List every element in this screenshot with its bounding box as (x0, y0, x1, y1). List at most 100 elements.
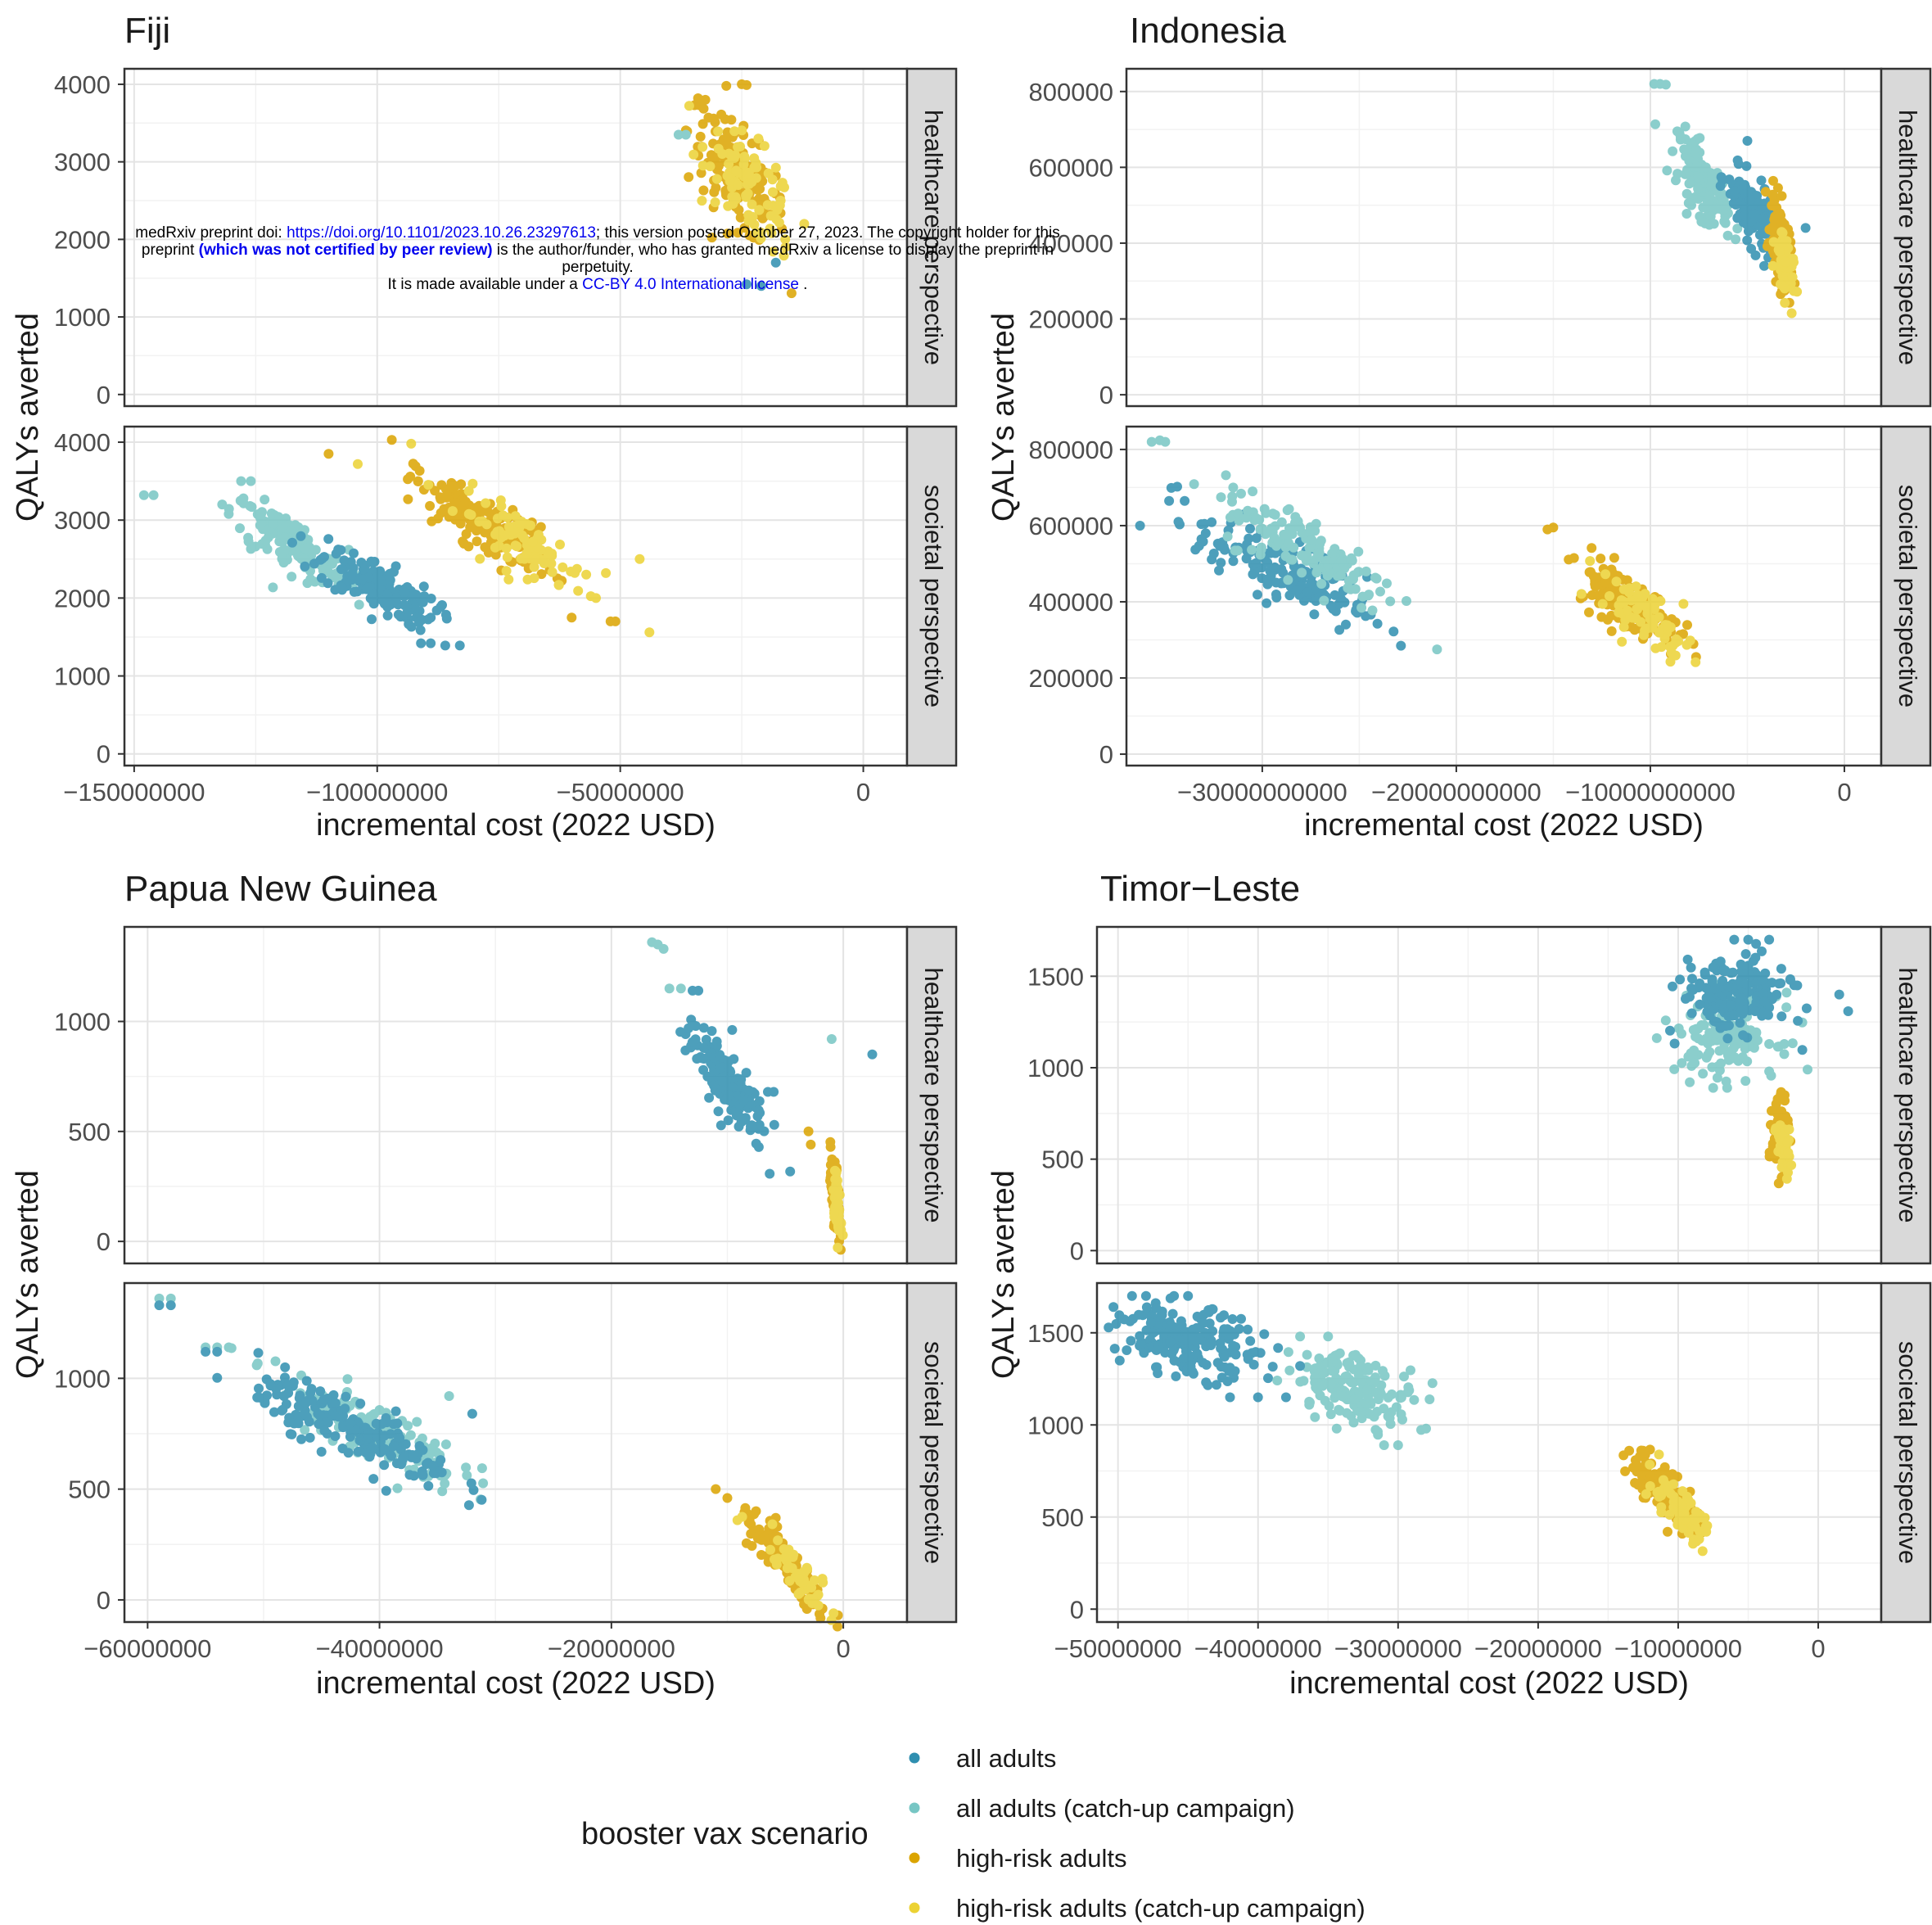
data-point (818, 1577, 828, 1588)
data-point (300, 1408, 310, 1419)
data-point (1647, 622, 1658, 633)
data-point (793, 1574, 804, 1584)
data-point (770, 257, 781, 268)
x-tick-label: −50000000 (1054, 1634, 1182, 1663)
data-point (1670, 650, 1681, 661)
data-point (698, 1023, 709, 1033)
facet-healthcare-perspective: 0 500 1000 healthcare perspective (54, 925, 958, 1265)
data-point (1622, 605, 1632, 616)
data-point (269, 1407, 279, 1417)
facet-strip (905, 925, 958, 1265)
data-point (411, 590, 421, 600)
data-point (1690, 657, 1701, 667)
banner-text: ; this version posted October 27, 2023. … (595, 224, 1060, 242)
data-point (403, 494, 413, 504)
y-tick-label: 800000 (1029, 436, 1113, 464)
data-point (349, 548, 359, 558)
data-point (463, 1500, 474, 1511)
data-point (1217, 1372, 1227, 1383)
data-point (385, 575, 395, 585)
data-point (1648, 595, 1659, 606)
data-point (1771, 1123, 1781, 1133)
data-point (1346, 553, 1356, 563)
facet-societal-perspective: 0 1000 2000 3000 4000 societal perspective (54, 425, 958, 769)
data-point (1295, 1361, 1306, 1371)
data-point (1726, 1000, 1736, 1010)
data-point (440, 609, 451, 620)
data-point (1677, 1058, 1687, 1069)
data-point (1712, 1017, 1722, 1028)
data-point (1729, 186, 1740, 197)
data-point (1782, 244, 1793, 254)
data-point (1370, 1360, 1381, 1371)
data-point (278, 1404, 288, 1415)
data-point (1353, 1370, 1364, 1380)
data-point (1654, 1486, 1664, 1497)
data-point (362, 1430, 372, 1440)
data-point (287, 537, 297, 548)
data-point (1569, 553, 1579, 563)
data-point (1636, 1478, 1646, 1489)
data-point (1403, 1382, 1414, 1393)
data-point (1369, 1412, 1379, 1422)
data-point (1198, 536, 1208, 547)
data-point (1654, 1449, 1664, 1460)
data-point (1432, 644, 1442, 655)
data-point (741, 1068, 752, 1078)
data-point (1600, 577, 1610, 588)
data-point (1308, 558, 1319, 568)
data-point (478, 1478, 489, 1489)
data-point (1316, 579, 1327, 589)
data-point (1251, 533, 1262, 544)
data-point (1803, 1064, 1812, 1075)
data-point (510, 540, 521, 551)
license-link[interactable]: CC-BY 4.0 International license (582, 276, 799, 293)
data-point (1141, 1302, 1152, 1313)
data-point (1127, 1313, 1138, 1324)
data-point (353, 459, 363, 469)
data-point (1687, 1050, 1698, 1060)
data-point (1751, 938, 1762, 949)
legend-key (909, 1902, 920, 1914)
data-point (1801, 1003, 1812, 1014)
data-point (546, 558, 557, 569)
data-point (1189, 479, 1199, 490)
data-point (427, 1461, 438, 1471)
data-point (1396, 1409, 1406, 1420)
x-axis-label: incremental cost (2022 USD) (1289, 1666, 1689, 1701)
data-point (414, 1441, 425, 1451)
data-point (1345, 584, 1356, 594)
data-point (747, 199, 757, 210)
data-point (1262, 598, 1272, 608)
data-point (658, 943, 669, 954)
data-point (1650, 643, 1661, 653)
data-point (501, 543, 512, 554)
data-point (386, 1451, 396, 1462)
data-point (1693, 172, 1704, 183)
data-point (408, 1450, 418, 1460)
y-tick-label: 400000 (1029, 588, 1113, 617)
data-point (276, 546, 287, 557)
data-point (704, 1092, 715, 1103)
data-point (1311, 596, 1321, 606)
data-point (775, 196, 786, 206)
facet-societal-perspective: 0 500 1000 1500 societal perspective (1027, 1281, 1932, 1624)
data-point (1216, 1343, 1226, 1353)
data-point (461, 1462, 472, 1473)
doi-link[interactable]: https://doi.org/10.1101/2023.10.26.23297… (287, 224, 596, 242)
data-point (278, 1391, 289, 1402)
data-point (727, 1082, 738, 1093)
data-point (711, 1037, 722, 1046)
data-point (467, 1408, 477, 1419)
data-point (330, 1398, 341, 1408)
data-point (733, 142, 743, 152)
data-point (1687, 974, 1697, 984)
data-point (1347, 1377, 1356, 1388)
data-point (680, 129, 691, 140)
data-point (1634, 599, 1645, 609)
data-point (769, 1119, 779, 1130)
data-point (833, 1621, 842, 1632)
data-point (423, 1480, 434, 1491)
data-point (1768, 175, 1778, 186)
x-tick-label: −20000000 (1474, 1634, 1602, 1663)
